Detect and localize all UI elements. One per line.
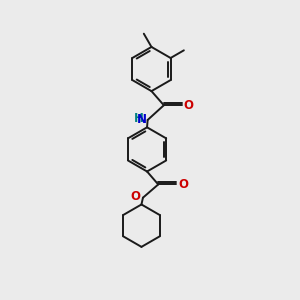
Text: O: O xyxy=(130,190,141,203)
Text: H: H xyxy=(134,112,144,125)
Text: O: O xyxy=(178,178,188,191)
Text: N: N xyxy=(137,113,147,127)
Text: O: O xyxy=(184,99,194,112)
